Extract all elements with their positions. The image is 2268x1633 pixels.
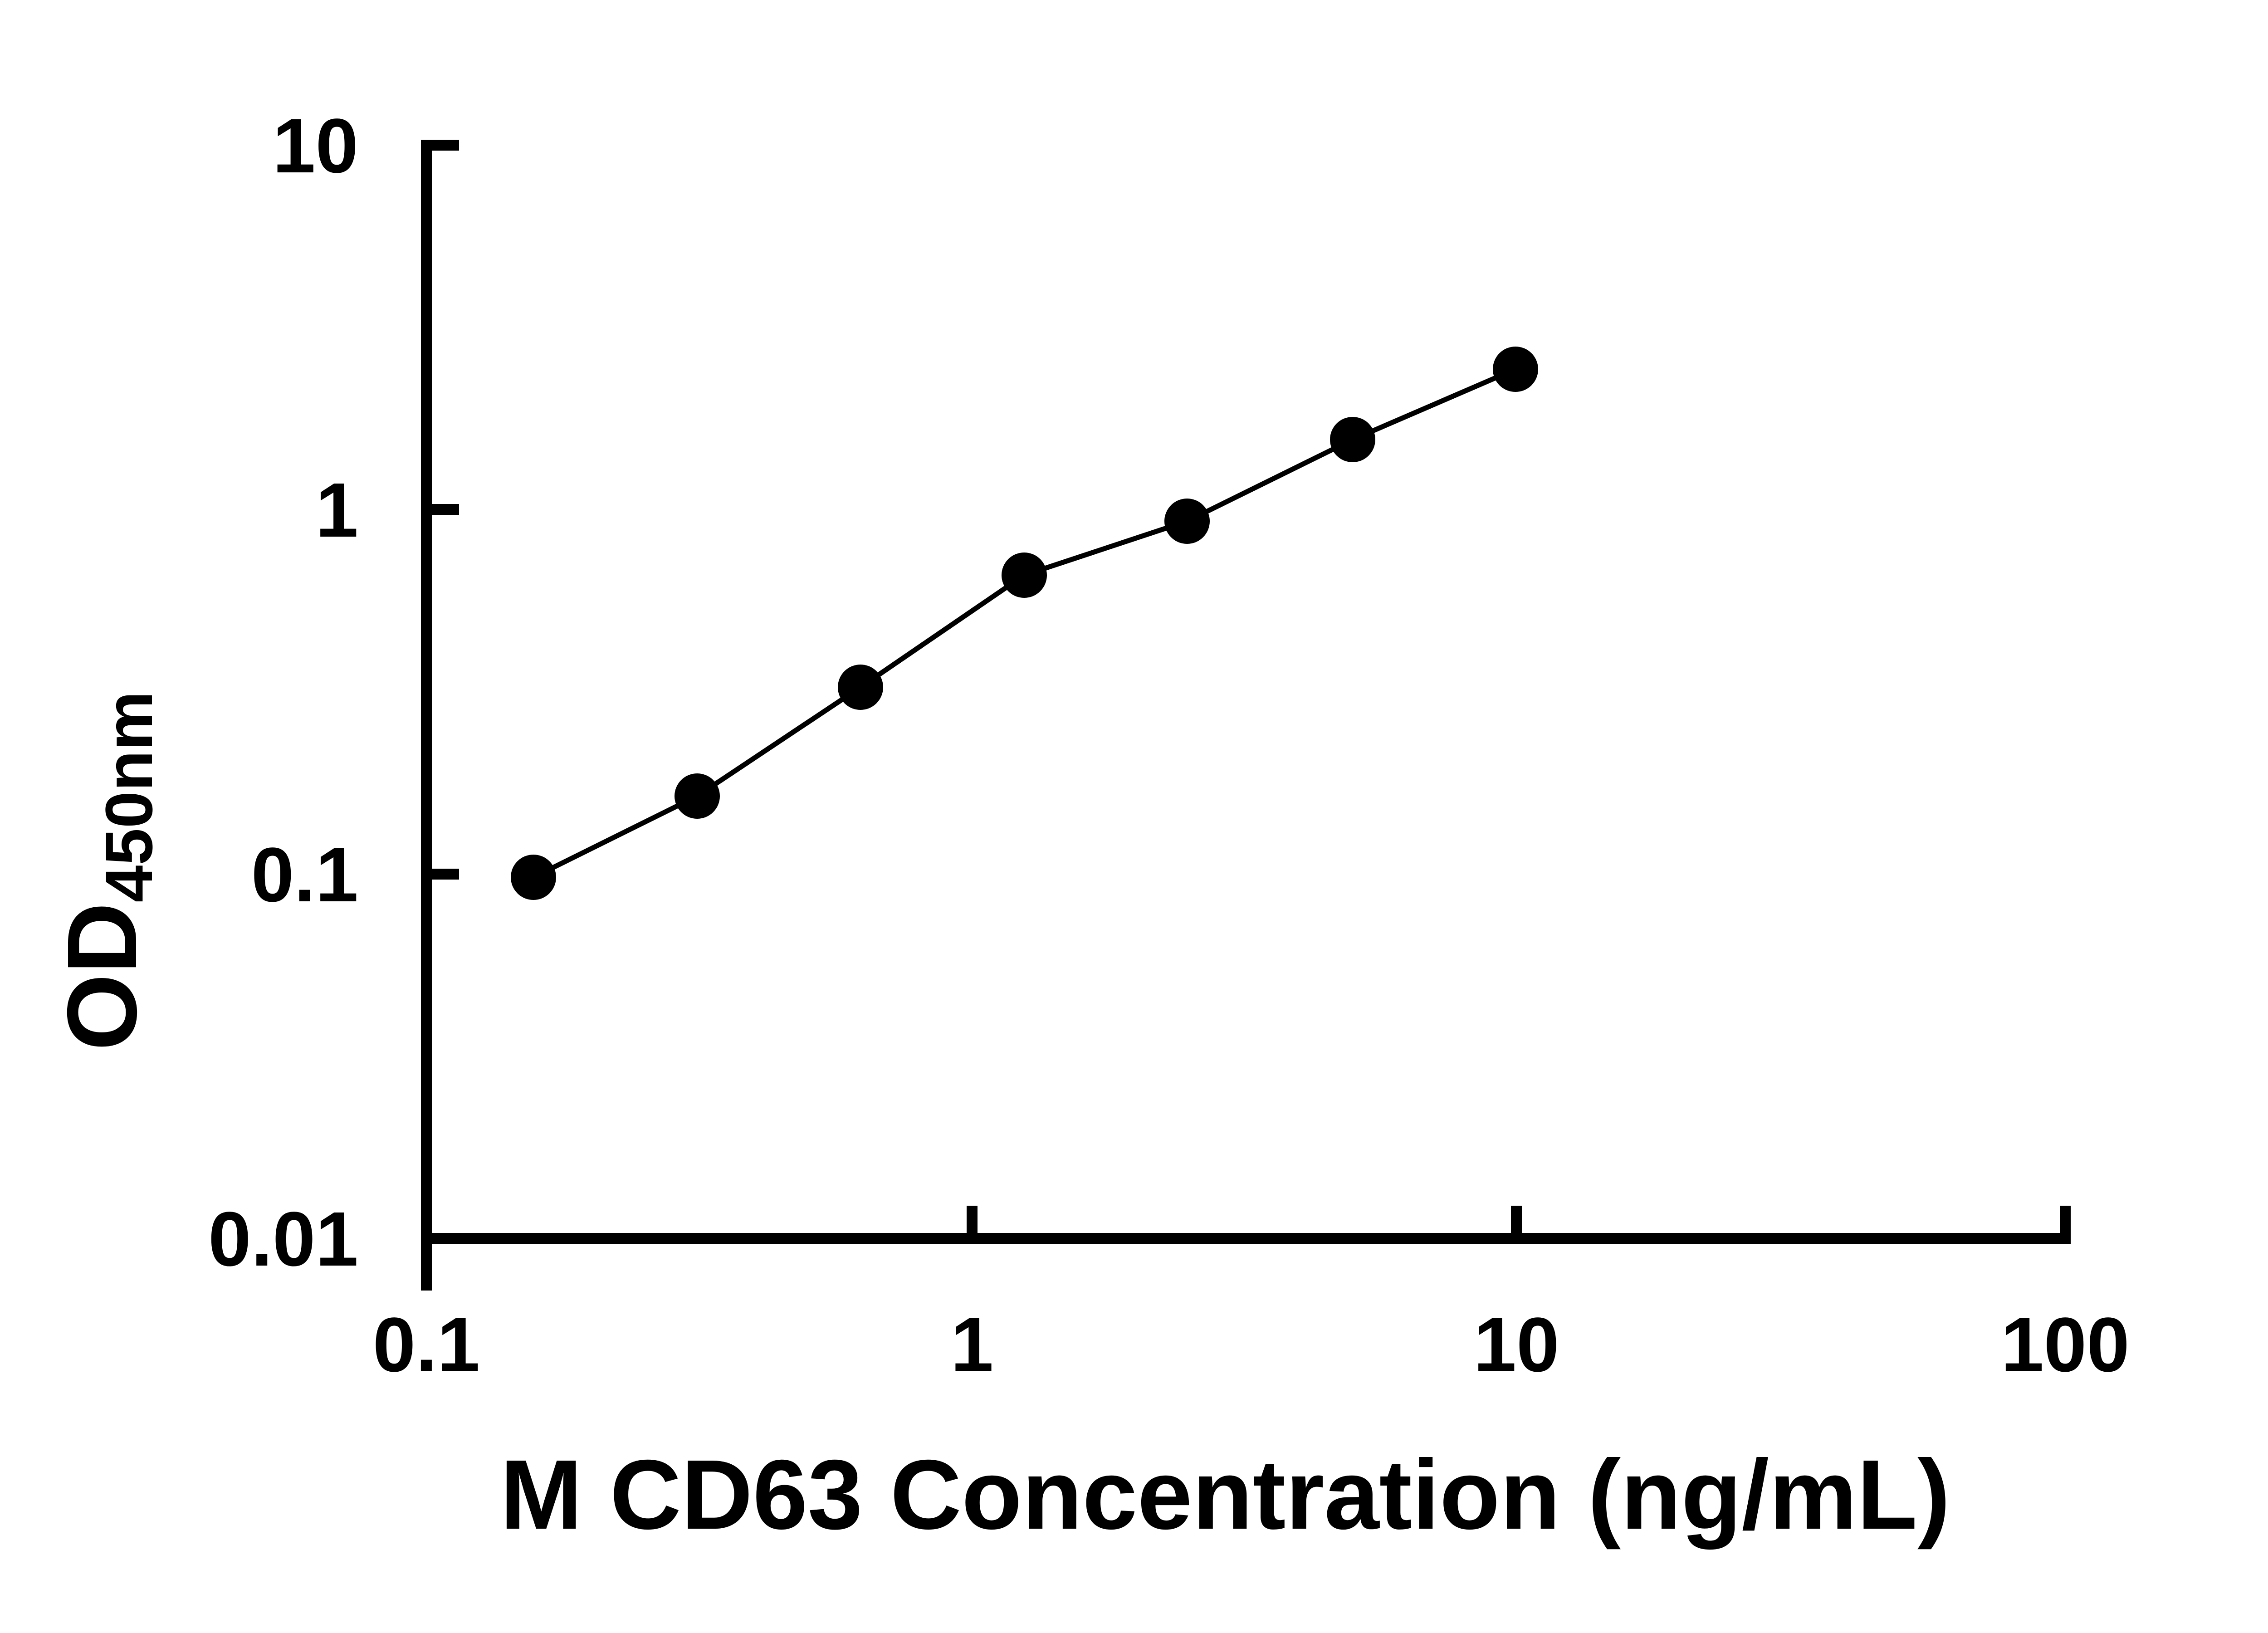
svg-text:0.1: 0.1 [251, 832, 358, 918]
svg-text:10: 10 [273, 103, 358, 189]
svg-text:0.1: 0.1 [373, 1302, 480, 1388]
svg-text:M CD63 Concentration (ng/mL): M CD63 Concentration (ng/mL) [500, 1440, 1950, 1550]
svg-text:1: 1 [951, 1302, 994, 1388]
svg-text:0.01: 0.01 [208, 1196, 358, 1282]
svg-text:10: 10 [1473, 1302, 1559, 1388]
svg-text:100: 100 [2001, 1302, 2130, 1388]
svg-text:1: 1 [315, 467, 358, 553]
